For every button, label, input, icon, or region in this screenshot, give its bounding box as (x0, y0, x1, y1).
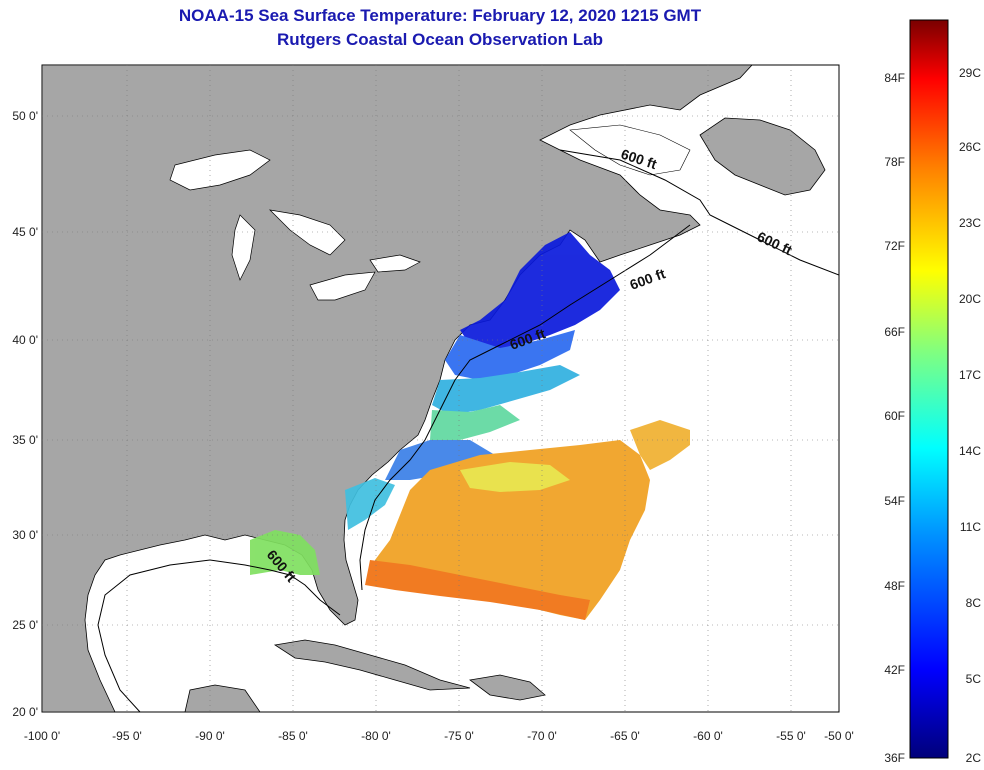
lon-tick-label: -75 0' (444, 729, 474, 743)
lon-tick-label: -80 0' (361, 729, 391, 743)
colorbar-c-label: 11C (960, 520, 981, 534)
colorbar-c-label: 26C (959, 140, 981, 154)
lat-tick-label: 30 0' (12, 528, 38, 542)
colorbar-c-label: 14C (959, 444, 981, 458)
colorbar-c-label: 8C (966, 596, 982, 610)
colorbar-c-label: 29C (959, 66, 981, 80)
lon-tick-label: -100 0' (24, 729, 60, 743)
map-subtitle: Rutgers Coastal Ocean Observation Lab (277, 30, 603, 49)
lat-tick-label: 25 0' (12, 618, 38, 632)
contour-600ft (559, 149, 839, 276)
colorbar-c-label: 17C (959, 368, 981, 382)
land-newfoundland (699, 117, 826, 196)
colorbar-f-label: 36F (884, 751, 905, 765)
map-title: NOAA-15 Sea Surface Temperature: Februar… (178, 6, 702, 25)
colorbar-f-label: 42F (884, 663, 905, 677)
gulf-st-lawrence (569, 124, 691, 176)
lat-tick-label: 45 0' (12, 225, 38, 239)
contour-600ft-gulf (97, 559, 341, 712)
land-cuba (273, 639, 471, 691)
colorbar (909, 19, 949, 759)
lon-tick-label: -65 0' (610, 729, 640, 743)
lon-tick-label: -70 0' (527, 729, 557, 743)
land-yucatan (184, 684, 261, 712)
colorbar-f-label: 84F (884, 71, 905, 85)
colorbar-f-label: 54F (884, 494, 905, 508)
lat-tick-label: 40 0' (12, 333, 38, 347)
sst-data (250, 232, 690, 620)
land-hispaniola (469, 674, 546, 701)
lon-tick-label: -90 0' (195, 729, 225, 743)
great-lakes (169, 149, 421, 301)
colorbar-f-label: 72F (884, 239, 905, 253)
colorbar-c-label: 2C (966, 751, 982, 765)
lon-tick-label: -95 0' (112, 729, 142, 743)
colorbar-c-label: 5C (966, 672, 982, 686)
lat-tick-label: 35 0' (12, 433, 38, 447)
colorbar-f-label: 66F (884, 325, 905, 339)
lat-tick-label: 50 0' (12, 109, 38, 123)
lon-tick-label: -60 0' (693, 729, 723, 743)
colorbar-f-label: 78F (884, 155, 905, 169)
colorbar-f-label: 48F (884, 579, 905, 593)
lat-tick-label: 20 0' (12, 705, 38, 719)
colorbar-c-label: 23C (959, 216, 981, 230)
lon-tick-label: -50 0' (824, 729, 854, 743)
lon-tick-label: -85 0' (278, 729, 308, 743)
colorbar-f-label: 60F (884, 409, 905, 423)
colorbar-c-label: 20C (959, 292, 981, 306)
contour-600ft-shelf (359, 224, 691, 591)
lon-tick-label: -55 0' (776, 729, 806, 743)
